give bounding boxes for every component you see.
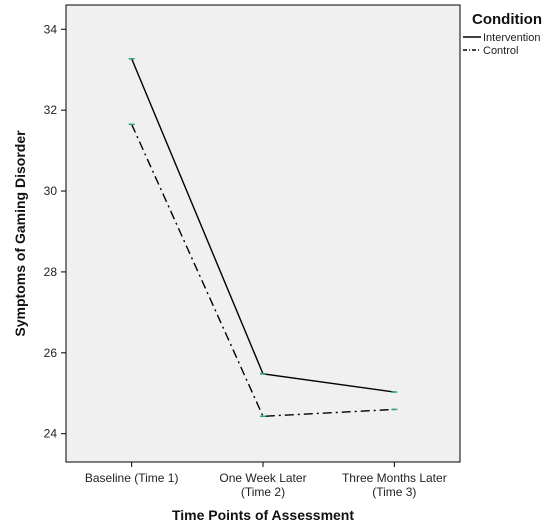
y-tick-label: 32 [44,103,58,117]
x-axis-title: Time Points of Assessment [172,507,354,523]
legend-label: Intervention [483,32,540,44]
legend-title: Condition [472,11,542,28]
x-tick-label: Three Months Later [342,471,447,485]
series-layer [128,58,398,418]
series-line-1 [131,124,395,418]
y-tick-label: 34 [44,22,58,36]
y-tick-label: 30 [44,184,58,198]
x-tick-label: Baseline (Time 1) [85,471,179,485]
y-tick-label: 26 [44,346,58,360]
y-axis: 24 26 28 30 32 34 [44,22,66,441]
x-tick-label: (Time 3) [372,485,416,499]
legend-label: Control [483,45,518,57]
x-tick-label: One Week Later [219,471,306,485]
x-tick-label: (Time 2) [241,485,285,499]
y-tick-label: 28 [44,265,58,279]
y-axis-title: Symptoms of Gaming Disorder [12,130,28,337]
plot-area [65,4,461,463]
x-axis: Baseline (Time 1) One Week Later(Time 2) T… [85,462,447,499]
y-tick-label: 24 [44,427,58,441]
